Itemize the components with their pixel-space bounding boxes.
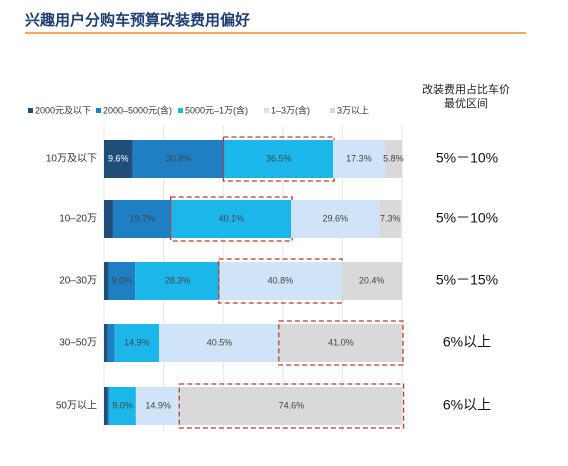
category-label: 30–50万 — [59, 338, 97, 349]
legend-swatch — [96, 108, 101, 113]
data-label: 5.8% — [383, 153, 404, 163]
bar-segment — [333, 140, 385, 178]
data-label: 14.9% — [124, 337, 150, 347]
data-label: 9.6% — [108, 153, 129, 163]
bar-segment — [104, 200, 113, 238]
bar-segment — [114, 324, 160, 362]
data-label: 17.3% — [346, 153, 372, 163]
category-label: 20–30万 — [59, 276, 97, 287]
legend-swatch — [28, 108, 33, 113]
bar-segment — [107, 387, 110, 425]
bar-segment — [109, 387, 136, 425]
bar-segment — [171, 200, 292, 238]
data-label: 28.3% — [165, 275, 191, 285]
bar-segment — [279, 324, 402, 362]
optimal-range-value: 5%－15% — [436, 272, 498, 288]
bar-segment — [104, 262, 109, 300]
data-label: 40.1% — [219, 213, 245, 223]
legend-swatch — [264, 108, 269, 113]
bar-segment — [379, 200, 402, 238]
optimal-range-header: 最优区间 — [444, 97, 488, 110]
data-label: 9.0% — [112, 275, 133, 285]
bar-segment — [108, 262, 136, 300]
data-label: 40.5% — [207, 337, 233, 347]
bar-segment — [132, 140, 225, 178]
legend-label: 2000元及以下 — [35, 105, 91, 115]
data-label: 14.9% — [145, 400, 171, 410]
bar-segment — [291, 200, 380, 238]
optimal-range-value: 5%－10% — [436, 150, 498, 166]
data-label: 74.6% — [279, 400, 305, 410]
legend-swatch — [178, 108, 183, 113]
data-label: 36.5% — [266, 153, 292, 163]
bar-segment — [180, 387, 403, 425]
highlight-box — [169, 196, 293, 242]
category-label: 10万及以下 — [46, 153, 97, 165]
highlight-box — [178, 383, 405, 429]
bar-segment — [159, 324, 280, 362]
bar-segment — [384, 140, 402, 178]
optimal-range-value: 6%以上 — [443, 397, 491, 413]
optimal-range-value: 5%－10% — [436, 210, 498, 226]
data-label: 40.8% — [268, 275, 294, 285]
bar-segment — [104, 140, 133, 178]
bar-segment — [219, 262, 342, 300]
category-label: 50万以上 — [56, 400, 97, 412]
legend-swatch — [330, 108, 335, 113]
bar-segment — [104, 387, 108, 425]
legend-label: 5000元–1万(含) — [185, 104, 248, 115]
data-label: 41.0% — [328, 337, 354, 347]
bar-segment — [135, 262, 220, 300]
optimal-range-header: 改装费用占比车价 — [422, 82, 510, 96]
data-label: 30.8% — [166, 153, 192, 163]
category-label: 10–20万 — [59, 214, 97, 225]
optimal-range-value: 6%以上 — [443, 334, 491, 350]
bar-segment — [112, 200, 172, 238]
data-label: 19.7% — [130, 213, 156, 223]
legend-label: 2000–5000元(含) — [103, 104, 172, 115]
legend-label: 1–3万(含) — [271, 104, 310, 115]
highlight-box — [278, 320, 404, 366]
bar-segment — [107, 324, 115, 362]
bar-segment — [135, 387, 181, 425]
data-label: 29.6% — [322, 213, 348, 223]
bar-segment — [224, 140, 334, 178]
title-underline — [25, 32, 526, 34]
data-label: 9.0% — [112, 400, 133, 410]
bar-segment — [341, 262, 402, 300]
page-title: 兴趣用户分购车预算改装费用偏好 — [25, 12, 251, 29]
legend-label: 3万以上 — [337, 105, 369, 115]
data-label: 20.4% — [359, 275, 385, 285]
bar-segment — [104, 324, 108, 362]
data-label: 7.3% — [380, 213, 401, 223]
